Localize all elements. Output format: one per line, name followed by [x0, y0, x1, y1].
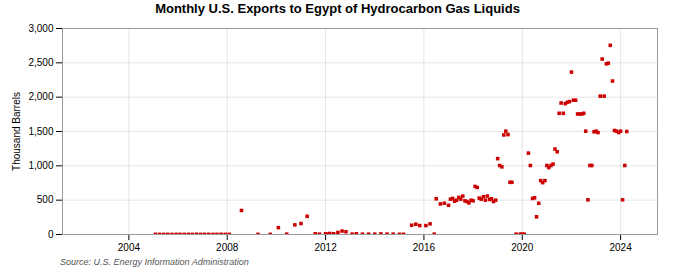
svg-text:2,500: 2,500	[28, 57, 53, 68]
svg-text:2024: 2024	[609, 242, 632, 253]
svg-text:2020: 2020	[511, 242, 534, 253]
html-text:Source: U.S. Energy Informatio: Source: U.S. Energy Information Administ…	[60, 257, 249, 267]
svg-text:500: 500	[37, 194, 54, 205]
svg-text:3,000: 3,000	[28, 23, 53, 34]
svg-text:2012: 2012	[314, 242, 337, 253]
html-text:Monthly U.S. Exports to Egypt: Monthly U.S. Exports to Egypt of Hydroca…	[155, 1, 520, 16]
svg-text:0: 0	[48, 229, 54, 240]
svg-text:2016: 2016	[413, 242, 436, 253]
svg-text:2008: 2008	[216, 242, 239, 253]
svg-text:Thousand Barrels: Thousand Barrels	[11, 92, 22, 171]
svg-text:1,000: 1,000	[28, 160, 53, 171]
svg-text:1,500: 1,500	[28, 126, 53, 137]
svg-text:2004: 2004	[118, 242, 141, 253]
svg-text:2,000: 2,000	[28, 91, 53, 102]
